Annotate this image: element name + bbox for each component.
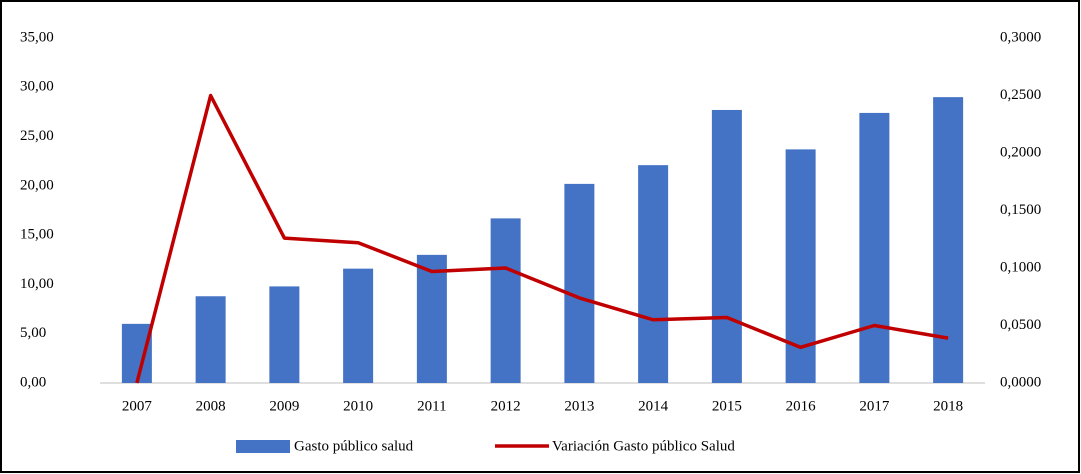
y-tick-label: 0,00	[20, 374, 46, 390]
bar	[121, 323, 152, 383]
bar	[933, 97, 964, 384]
y2-tick-label: 0,3000	[1000, 29, 1041, 45]
y-tick-label: 25,00	[20, 128, 54, 144]
y2-tick-label: 0,0500	[1000, 317, 1041, 333]
x-tick-label: 2012	[491, 398, 521, 414]
y-tick-label: 15,00	[20, 227, 54, 243]
x-tick-label: 2010	[343, 398, 373, 414]
y-tick-label: 30,00	[20, 79, 54, 95]
bar	[564, 183, 595, 383]
x-tick-label: 2017	[859, 398, 890, 414]
x-tick-label: 2011	[417, 398, 446, 414]
y2-tick-label: 0,2000	[1000, 144, 1041, 160]
legend-swatch	[236, 440, 290, 453]
y2-tick-label: 0,1000	[1000, 259, 1041, 275]
bar	[859, 112, 890, 384]
y-tick-label: 35,00	[20, 29, 54, 45]
x-tick-label: 2014	[638, 398, 669, 414]
x-tick-label: 2016	[786, 398, 817, 414]
bar	[711, 109, 742, 383]
x-tick-label: 2009	[269, 398, 299, 414]
x-tick-label: 2015	[712, 398, 742, 414]
x-tick-label: 2013	[564, 398, 594, 414]
x-tick-label: 2008	[196, 398, 226, 414]
line	[135, 93, 949, 384]
bar	[490, 218, 521, 383]
y2-tick-label: 0,2500	[1000, 87, 1041, 103]
x-tick-label: 2007	[122, 398, 153, 414]
y2-tick-label: 0,1500	[1000, 202, 1041, 218]
legend-label: Variación Gasto público Salud	[552, 438, 735, 454]
y-tick-label: 10,00	[20, 276, 54, 292]
bar	[195, 296, 226, 383]
bar	[269, 286, 300, 383]
y-tick-label: 5,00	[20, 325, 46, 341]
y-tick-label: 20,00	[20, 177, 54, 193]
x-tick-label: 2018	[933, 398, 963, 414]
bar	[416, 254, 447, 383]
bar	[343, 268, 374, 383]
y2-tick-label: 0,0000	[1000, 374, 1041, 390]
bar	[638, 165, 669, 383]
legend-label: Gasto público salud	[294, 438, 414, 454]
